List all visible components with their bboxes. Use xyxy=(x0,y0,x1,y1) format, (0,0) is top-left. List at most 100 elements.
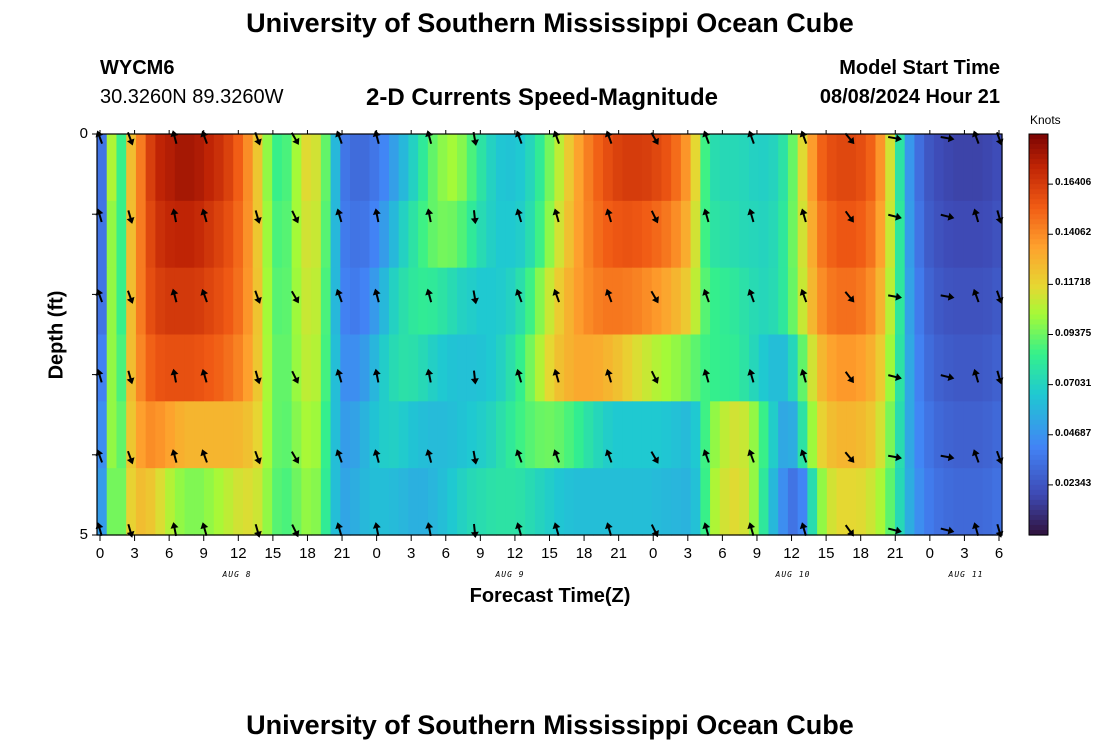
heatmap-cell xyxy=(447,134,458,202)
heatmap-cell xyxy=(894,401,906,469)
current-arrow xyxy=(335,449,343,463)
heatmap-cell xyxy=(281,468,293,536)
heatmap-cell xyxy=(457,334,468,402)
current-arrow xyxy=(515,368,523,383)
heatmap-cell xyxy=(272,134,283,202)
heatmap-cell xyxy=(924,267,935,336)
heatmap-cell xyxy=(933,334,945,402)
x-tick-label: 18 xyxy=(852,545,870,562)
current-arrow xyxy=(470,210,479,225)
heatmap-cell xyxy=(904,334,916,402)
heatmap-cell xyxy=(233,267,244,336)
heatmap-cell xyxy=(807,200,818,269)
current-arrow xyxy=(972,368,980,383)
heatmap-cell xyxy=(359,134,371,202)
heatmap-cell xyxy=(933,401,945,469)
colorbar-segment xyxy=(1029,274,1048,280)
y-tick-label: 5 xyxy=(79,526,88,543)
heatmap-cell xyxy=(817,401,828,469)
heatmap-cell xyxy=(982,334,993,402)
heatmap-cell xyxy=(651,468,663,536)
heatmap-cell xyxy=(564,134,575,202)
heatmap-cell xyxy=(583,134,594,202)
colorbar-segment xyxy=(1029,419,1048,426)
current-arrow xyxy=(702,288,710,303)
colorbar-tick-label: 0.11718 xyxy=(1055,277,1091,289)
x-tick-label: 6 xyxy=(994,545,1004,562)
heatmap-cell xyxy=(106,267,118,336)
heatmap-cell xyxy=(233,334,244,402)
heatmap-cell xyxy=(817,267,828,336)
colorbar-segment xyxy=(1029,329,1048,336)
heatmap-cell xyxy=(603,468,614,536)
current-arrow xyxy=(291,370,300,384)
heatmap-cell xyxy=(768,267,779,336)
heatmap-cell xyxy=(408,401,419,469)
x-tick-label: 18 xyxy=(299,545,316,562)
colorbar-segment xyxy=(1029,399,1048,406)
colorbar-segment xyxy=(1029,144,1048,150)
heatmap-cell xyxy=(466,334,478,402)
heatmap-cell xyxy=(340,468,351,536)
heatmap-cell xyxy=(486,468,497,536)
heatmap-cell xyxy=(359,200,371,269)
heatmap-cell xyxy=(427,468,439,536)
heatmap-cell xyxy=(281,334,293,402)
heatmap-cell xyxy=(262,401,273,469)
colorbar-segment xyxy=(1029,214,1048,220)
heatmap-cell xyxy=(729,267,740,336)
colorbar-segment xyxy=(1029,429,1048,436)
heatmap-cell xyxy=(690,134,701,202)
x-tick-label: 12 xyxy=(229,545,247,562)
heatmap-cell xyxy=(953,468,964,536)
heatmap-cell xyxy=(418,267,429,336)
current-arrow xyxy=(844,132,855,145)
heatmap-cell xyxy=(486,200,497,269)
chart-title: 2-D Currents Speed-Magnitude xyxy=(366,84,719,111)
heatmap-cell xyxy=(350,334,361,402)
heatmap-cell xyxy=(388,334,400,402)
heatmap-cell xyxy=(622,134,633,202)
heatmap-cell xyxy=(457,468,468,536)
heatmap-cell xyxy=(748,468,760,536)
heatmap-cell xyxy=(155,468,166,536)
heatmap-cell xyxy=(554,468,565,536)
current-arrow xyxy=(291,210,300,224)
heatmap-cell xyxy=(641,134,653,202)
colorbar-segment xyxy=(1029,339,1048,346)
heatmap-cell xyxy=(904,267,916,336)
heatmap-cell xyxy=(593,267,604,336)
heatmap-cell xyxy=(778,468,789,536)
colorbar-segment xyxy=(1029,344,1048,351)
heatmap-cell xyxy=(856,468,867,536)
heatmap-cell xyxy=(846,401,857,469)
heatmap-cell xyxy=(671,267,682,336)
colorbar-segment xyxy=(1029,489,1048,496)
heatmap-cell xyxy=(476,401,487,469)
heatmap-cell xyxy=(525,267,536,336)
x-tick-label: 0 xyxy=(372,545,381,562)
heatmap-cell xyxy=(612,468,624,536)
x-tick-label: 6 xyxy=(164,545,174,562)
heatmap-cell xyxy=(340,134,351,202)
colorbar-segment xyxy=(1029,224,1048,230)
heatmap-cell xyxy=(729,401,740,469)
heatmap-cell xyxy=(272,401,283,469)
heatmap-cell xyxy=(242,334,254,402)
heatmap-cell xyxy=(486,134,497,202)
heatmap-cell xyxy=(690,267,701,336)
current-arrow xyxy=(844,371,854,384)
colorbar-segment xyxy=(1029,499,1048,506)
model-start-value: 08/08/2024 Hour 21 xyxy=(819,86,1000,108)
current-arrow xyxy=(372,368,381,383)
heatmap-cell xyxy=(700,334,711,402)
heatmap-cell xyxy=(116,134,127,202)
heatmap-cell xyxy=(914,334,925,402)
heatmap-cell xyxy=(865,401,877,469)
heatmap-cell xyxy=(320,334,332,402)
heatmap-cell xyxy=(583,200,594,269)
colorbar-segment xyxy=(1029,209,1048,215)
heatmap-cell xyxy=(330,401,341,469)
heatmap-cell xyxy=(856,334,867,402)
heatmap-cell xyxy=(612,134,624,202)
